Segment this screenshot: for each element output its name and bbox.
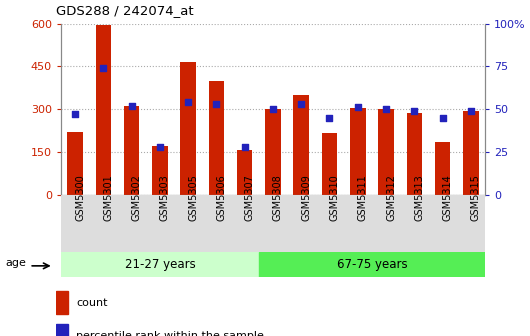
Point: [438, 115, 447, 121]
Point: [241, 144, 249, 150]
Point: [71, 112, 80, 117]
Text: GSM5315: GSM5315: [471, 174, 481, 221]
Text: 67-75 years: 67-75 years: [337, 258, 407, 271]
Point: [466, 108, 475, 114]
Bar: [350, 108, 366, 195]
Text: GSM5303: GSM5303: [160, 174, 170, 221]
Point: [156, 144, 164, 150]
Bar: [56, 291, 68, 314]
Bar: [180, 62, 196, 195]
Point: [297, 101, 305, 107]
Point: [354, 105, 362, 110]
Bar: [378, 109, 394, 195]
Bar: [56, 324, 68, 336]
Text: GSM5308: GSM5308: [273, 174, 283, 221]
Bar: [209, 81, 224, 195]
Bar: [95, 25, 111, 195]
Point: [212, 101, 220, 107]
Text: count: count: [76, 298, 108, 308]
Point: [325, 115, 334, 121]
Text: GSM5309: GSM5309: [301, 174, 311, 221]
Text: GSM5302: GSM5302: [131, 174, 142, 221]
Text: GSM5311: GSM5311: [358, 174, 368, 221]
Text: GSM5301: GSM5301: [103, 174, 113, 221]
Bar: [61, 195, 485, 252]
Text: 21-27 years: 21-27 years: [125, 258, 195, 271]
Bar: [322, 133, 337, 195]
Point: [410, 108, 419, 114]
Bar: [124, 106, 139, 195]
Text: GSM5300: GSM5300: [75, 174, 85, 221]
Bar: [294, 95, 309, 195]
Bar: [265, 109, 281, 195]
Point: [184, 100, 192, 105]
Bar: [407, 114, 422, 195]
Point: [127, 103, 136, 109]
Text: GSM5305: GSM5305: [188, 174, 198, 221]
Text: GSM5307: GSM5307: [245, 174, 255, 221]
Point: [382, 107, 390, 112]
Bar: [259, 252, 485, 277]
Bar: [61, 252, 259, 277]
Bar: [152, 146, 167, 195]
Text: GSM5306: GSM5306: [216, 174, 226, 221]
Point: [269, 107, 277, 112]
Text: GSM5312: GSM5312: [386, 174, 396, 221]
Text: GSM5314: GSM5314: [443, 174, 453, 221]
Text: GDS288 / 242074_at: GDS288 / 242074_at: [56, 4, 193, 17]
Text: percentile rank within the sample: percentile rank within the sample: [76, 331, 264, 336]
Bar: [435, 142, 450, 195]
Point: [99, 66, 108, 71]
Bar: [463, 111, 479, 195]
Text: age: age: [5, 258, 26, 268]
Bar: [67, 132, 83, 195]
Bar: [237, 150, 252, 195]
Text: GSM5310: GSM5310: [330, 174, 340, 221]
Text: GSM5313: GSM5313: [414, 174, 425, 221]
